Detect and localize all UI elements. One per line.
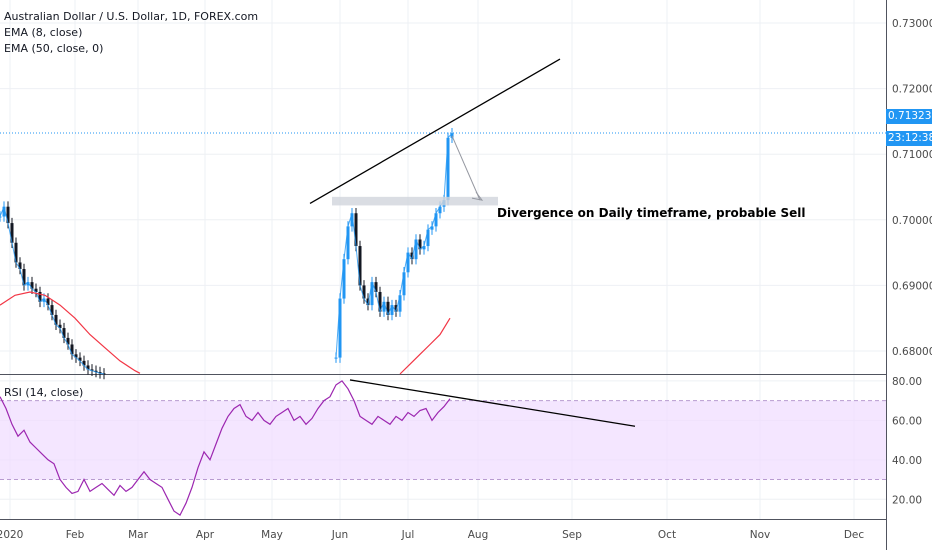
candle-body — [66, 337, 70, 345]
divergence-annotation: Divergence on Daily timeframe, probable … — [497, 206, 806, 220]
candle-body — [422, 246, 426, 250]
candle-body — [414, 239, 418, 260]
projection-arrow-line — [451, 135, 481, 201]
candle-body — [354, 213, 358, 247]
last-price-tag: 0.71323 — [886, 109, 932, 124]
price-tick-label: 0.72000 — [892, 84, 932, 96]
candle-body — [406, 252, 410, 273]
candle-body — [390, 305, 394, 315]
resistance-zone — [332, 196, 498, 206]
candle-body — [358, 246, 362, 286]
candle-body — [58, 324, 62, 329]
candle-body — [86, 365, 90, 370]
candle-body — [46, 298, 50, 306]
candle-body — [14, 242, 18, 263]
time-tick-label: May — [261, 529, 283, 541]
rsi-trendline — [349, 379, 636, 427]
price-tick-label: 0.68000 — [892, 346, 932, 358]
candle-body — [2, 206, 6, 217]
time-tick-label: Apr — [196, 529, 215, 541]
rsi-band — [0, 400, 886, 480]
price-tick-label: 0.69000 — [892, 280, 932, 292]
time-tick-label: Aug — [468, 529, 489, 541]
rsi-line — [0, 380, 451, 516]
ema50-line — [399, 317, 451, 375]
symbol-legend[interactable]: Australian Dollar / U.S. Dollar, 1D, FOR… — [4, 10, 259, 23]
ema8-line — [335, 132, 453, 358]
candle-body — [386, 301, 390, 315]
rsi-legend[interactable]: RSI (14, close) — [4, 386, 84, 399]
candle-body — [430, 226, 434, 230]
time-tick-label: Sep — [562, 529, 582, 541]
candle-body — [26, 282, 30, 286]
time-tick-label: Nov — [750, 529, 771, 541]
ema8-line — [0, 205, 105, 375]
time-tick-label: Jun — [331, 529, 348, 541]
rsi-tick-label: 20.00 — [892, 494, 922, 506]
candle-body — [0, 216, 2, 218]
candle-body — [438, 206, 442, 214]
price-tick-label: 0.70000 — [892, 215, 932, 227]
candle-body — [450, 133, 454, 138]
candle-body — [370, 282, 374, 306]
candle-body — [18, 262, 22, 270]
candle-body — [42, 298, 46, 302]
candle-body — [398, 295, 402, 312]
candle-body — [426, 229, 430, 247]
candle-body — [54, 314, 58, 325]
time-tick-label: Dec — [844, 529, 865, 541]
candle-body — [338, 298, 342, 358]
candle-body — [94, 370, 98, 373]
candle-body — [98, 372, 102, 374]
candle-body — [446, 137, 450, 201]
candle-body — [418, 239, 422, 250]
candle-body — [346, 226, 350, 260]
price-axis-bg — [887, 0, 932, 550]
candle-body — [402, 272, 406, 296]
price-tick-label: 0.73000 — [892, 18, 932, 30]
candle-body — [434, 213, 438, 227]
time-tick-label: Feb — [66, 529, 85, 541]
candle-body — [378, 291, 382, 312]
candle-body — [38, 291, 42, 302]
ema8-legend[interactable]: EMA (8, close) — [4, 26, 83, 39]
candle-body — [410, 252, 414, 260]
candle-body — [334, 357, 338, 359]
candle-body — [62, 328, 66, 338]
price-tick-label: 0.71000 — [892, 149, 932, 161]
time-tick-label: 2020 — [0, 529, 23, 541]
time-axis-bg — [0, 520, 886, 550]
rsi-tick-label: 80.00 — [892, 376, 922, 388]
candle-body — [382, 301, 386, 312]
candle-body — [78, 357, 82, 361]
candle-body — [374, 282, 378, 292]
rsi-tick-label: 40.00 — [892, 455, 922, 467]
projection-arrowhead — [471, 191, 484, 201]
rsi-tick-label: 60.00 — [892, 415, 922, 427]
candle-body — [50, 305, 54, 315]
time-tick-label: Oct — [658, 529, 676, 541]
candle-body — [34, 288, 38, 292]
ema50-legend[interactable]: EMA (50, close, 0) — [4, 42, 104, 55]
time-tick-label: Jul — [401, 529, 415, 541]
candle-body — [90, 369, 94, 371]
candle-body — [70, 344, 74, 355]
candle-body — [82, 360, 86, 366]
ema50-line — [0, 291, 141, 374]
time-tick-label: Mar — [128, 529, 148, 541]
candle-body — [6, 206, 10, 224]
candle-body — [342, 259, 346, 299]
countdown-tag: 23:12:38 — [886, 131, 932, 146]
candle-body — [366, 298, 370, 306]
candle-body — [10, 223, 14, 243]
candle-body — [394, 305, 398, 312]
candle-body — [362, 285, 366, 299]
candle-body — [350, 213, 354, 227]
candle-body — [22, 269, 26, 286]
candle-body — [74, 354, 78, 358]
candle-body — [30, 282, 34, 289]
price-trendline — [309, 58, 561, 204]
